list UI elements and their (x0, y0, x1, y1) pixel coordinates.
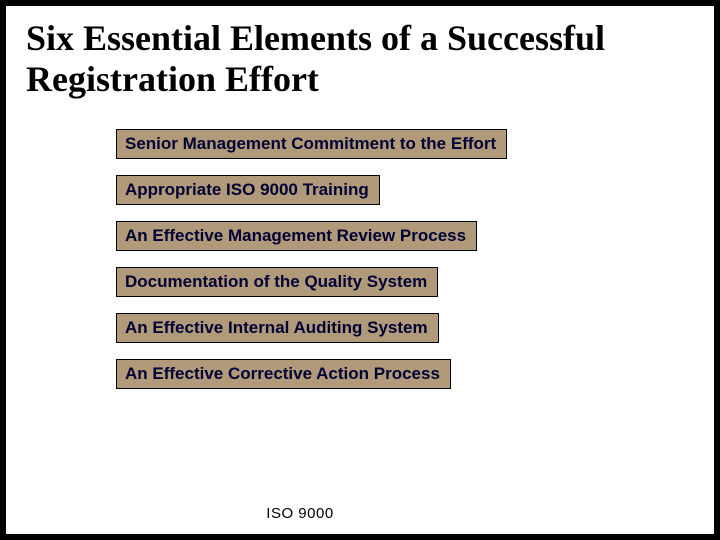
items-list: Senior Management Commitment to the Effo… (116, 129, 694, 405)
list-item: An Effective Internal Auditing System (116, 313, 439, 343)
slide-title: Six Essential Elements of a Successful R… (26, 18, 694, 101)
footer-text: ISO 9000 (266, 505, 333, 522)
list-item: Documentation of the Quality System (116, 267, 438, 297)
slide-frame: Six Essential Elements of a Successful R… (0, 0, 720, 540)
list-item: Appropriate ISO 9000 Training (116, 175, 380, 205)
list-item: An Effective Management Review Process (116, 221, 477, 251)
list-item: An Effective Corrective Action Process (116, 359, 451, 389)
slide-footer: ISO 9000 (6, 505, 714, 522)
list-item: Senior Management Commitment to the Effo… (116, 129, 507, 159)
